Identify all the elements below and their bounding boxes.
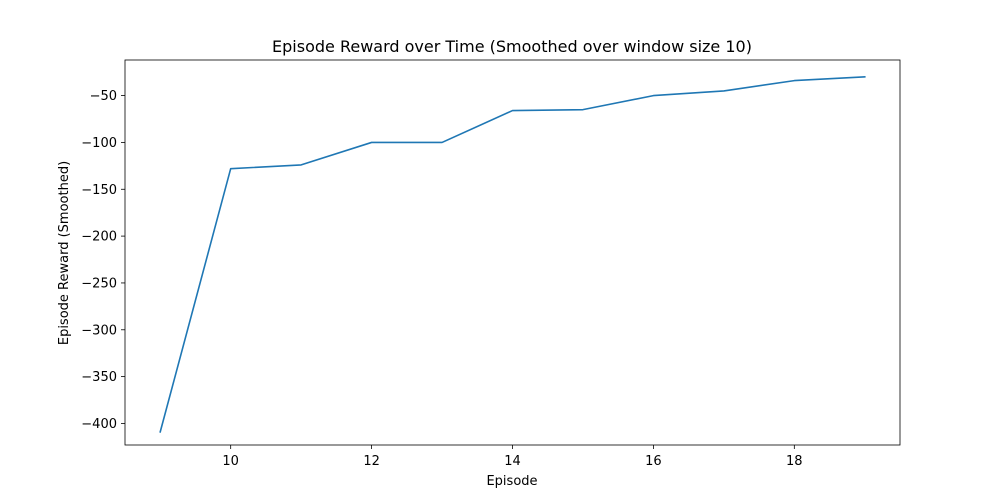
y-tick-label: −150 (81, 183, 117, 198)
data-point (582, 109, 584, 111)
x-axis-label: Episode (486, 474, 537, 489)
data-point (441, 142, 443, 144)
series-line-0 (159, 76, 866, 433)
y-tick-label: −250 (81, 276, 117, 291)
axes-frame (124, 59, 901, 446)
y-tick-label: −100 (81, 136, 117, 151)
y-axis-label: Episode Reward (Smoothed) (57, 161, 72, 345)
plot-area (124, 59, 901, 446)
x-tick-label: 18 (786, 454, 803, 469)
y-tick-label: −200 (81, 230, 117, 245)
chart-title: Episode Reward over Time (Smoothed over … (272, 37, 752, 56)
data-point (159, 431, 161, 433)
x-tick-label: 16 (645, 454, 662, 469)
data-point (864, 76, 866, 78)
data-point (794, 80, 796, 82)
y-tick-label: −350 (81, 370, 117, 385)
data-point (230, 168, 232, 170)
x-tick-label: 12 (363, 454, 380, 469)
y-tick-label: −400 (81, 417, 117, 432)
x-tick-label: 14 (504, 454, 521, 469)
data-point (653, 95, 655, 97)
data-point (512, 110, 514, 112)
y-tick-label: −300 (81, 323, 117, 338)
x-tick-label: 10 (222, 454, 239, 469)
y-tick-label: −50 (90, 89, 117, 104)
data-point (723, 90, 725, 92)
data-point (300, 164, 302, 166)
y-axis: −50 −100 −150 −200 −250 −300 −350 −400 (81, 89, 125, 432)
x-axis: 10 12 14 16 18 (222, 445, 803, 469)
data-point (371, 142, 373, 144)
